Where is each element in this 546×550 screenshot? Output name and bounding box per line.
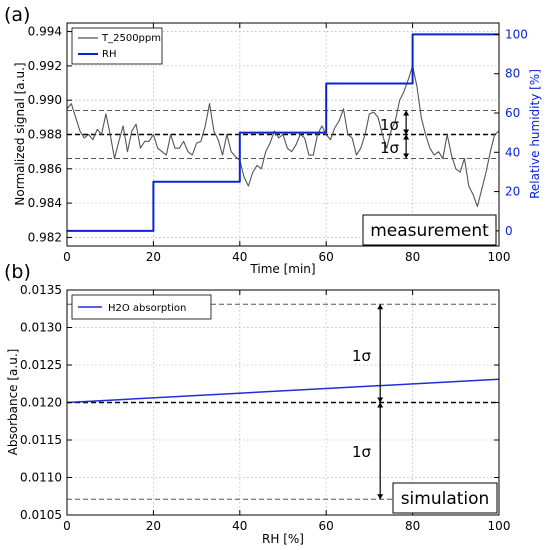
y-tick-label: 0.984 xyxy=(28,196,62,210)
panel-b-label: (b) xyxy=(4,261,31,283)
panel-b-chart: 0 20 40 60 80 100 0.0105 0.0110 0.0115 0.0120 0.01… xyxy=(6,283,510,546)
panel-b-series xyxy=(66,378,500,404)
y2-tick-label: 20 xyxy=(505,185,520,199)
simulation-label: simulation xyxy=(401,489,490,509)
y2-tick-label: 60 xyxy=(505,106,520,120)
measurement-label: measurement xyxy=(370,221,489,241)
y2-tick-label: 100 xyxy=(505,27,528,41)
x-tick-label: 20 xyxy=(146,519,161,533)
panel-b-legend: H2O absorption xyxy=(71,294,212,320)
panel-b-y-label: Absorbance [a.u.] xyxy=(6,349,20,456)
x-tick-label: 60 xyxy=(319,519,334,533)
panel-b-ticks: 0 20 40 60 80 100 0.0105 0.0110 0.0115 0.0120 0.01… xyxy=(20,283,510,533)
lower-sigma-arrow-head-end xyxy=(377,494,384,500)
y2-tick-label: 80 xyxy=(505,67,520,81)
y-tick-label: 0.982 xyxy=(28,230,62,244)
upper-sigma-arrow-head-start xyxy=(377,304,384,310)
series-line-t-2500ppm xyxy=(66,65,500,208)
x-tick-label: 20 xyxy=(146,250,161,264)
x-tick-label: 40 xyxy=(232,519,247,533)
y2-tick-label: 0 xyxy=(505,224,513,238)
panel-a-ticks: 0 20 40 60 80 100 0.982 0.984 0.986 0.988 0.990 0.9… xyxy=(28,23,528,264)
y-tick-label: 0.992 xyxy=(28,59,62,73)
series-line-h2o-absorption xyxy=(66,378,500,404)
panel-b-sigma-arrows xyxy=(377,304,384,500)
panel-b-sigma-upper-label: 1σ xyxy=(352,347,372,365)
x-tick-label: 40 xyxy=(232,250,247,264)
panel-a-y-label: Normalized signal [a.u.] xyxy=(13,62,27,205)
lower-sigma-arrow-head-start xyxy=(403,134,410,140)
x-tick-label: 0 xyxy=(63,519,71,533)
x-tick-label: 100 xyxy=(488,250,511,264)
upper-sigma-arrow-head-end xyxy=(403,129,410,135)
panel-a-sigma-lower-label: 1σ xyxy=(380,139,400,157)
y-tick-label: 0.0135 xyxy=(20,283,62,297)
legend-rh-label: RH xyxy=(102,49,116,60)
panel-a-sigma-arrows xyxy=(403,110,410,159)
simulation-box: simulation xyxy=(392,482,498,514)
panel-a-label: (a) xyxy=(4,4,30,26)
panel-a-sigma-upper-label: 1σ xyxy=(380,116,400,134)
y-tick-label: 0.0120 xyxy=(20,396,62,410)
y-tick-label: 0.0105 xyxy=(20,508,62,522)
x-tick-label: 60 xyxy=(319,250,334,264)
y-tick-label: 0.988 xyxy=(28,128,62,142)
y-tick-label: 0.994 xyxy=(28,25,62,39)
y-tick-label: 0.0110 xyxy=(20,471,62,485)
x-tick-label: 100 xyxy=(488,519,511,533)
y-tick-label: 0.990 xyxy=(28,93,62,107)
panel-a-y2-label: Relative humidity [%] xyxy=(528,69,542,199)
y-tick-label: 0.986 xyxy=(28,162,62,176)
panel-a-x-label: Time [min] xyxy=(249,262,315,276)
panel-a-series xyxy=(66,33,500,232)
legend-absorption-label: H2O absorption xyxy=(108,303,186,314)
y2-tick-label: 40 xyxy=(505,145,520,159)
lower-sigma-arrow-head-end xyxy=(403,153,410,159)
lower-sigma-arrow-head-start xyxy=(377,402,384,408)
upper-sigma-arrow-head-end xyxy=(377,397,384,403)
legend-signal-label: T_2500ppm xyxy=(101,33,161,44)
panel-b-sigma-lower-label: 1σ xyxy=(352,443,372,461)
x-tick-label: 0 xyxy=(63,250,71,264)
y-tick-label: 0.0125 xyxy=(20,358,62,372)
panel-a-legend: T_2500ppm RH xyxy=(71,27,163,65)
upper-sigma-arrow-head-start xyxy=(403,110,410,116)
y-tick-label: 0.0115 xyxy=(20,433,62,447)
panel-b-x-label: RH [%] xyxy=(262,532,304,546)
series-line-rh xyxy=(67,33,499,232)
panel-a-chart: 0 20 40 60 80 100 0.982 0.984 0.986 0.988 0.990 0.9… xyxy=(13,22,542,276)
x-tick-label: 80 xyxy=(405,250,420,264)
measurement-box: measurement xyxy=(362,214,497,246)
x-tick-label: 80 xyxy=(405,519,420,533)
y-tick-label: 0.0130 xyxy=(20,321,62,335)
